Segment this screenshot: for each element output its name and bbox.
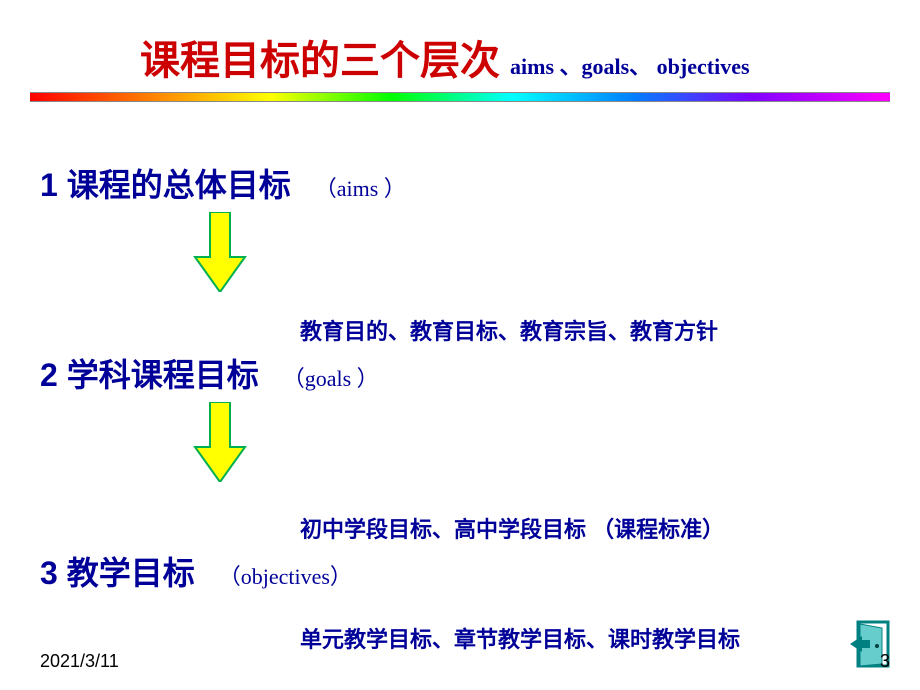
item-1-label: 1 课程的总体目标: [40, 160, 291, 206]
title-sub: aims 、goals、 objectives: [510, 49, 750, 81]
item-2-row: 2 学科课程目标 （goals ）: [40, 350, 880, 396]
item-1-paren: （aims ）: [315, 171, 406, 203]
content-area: 1 课程的总体目标 （aims ） 教育目的、教育目标、教育宗旨、教育方针 2 …: [40, 160, 880, 654]
footer-page: 3: [880, 651, 890, 672]
item-3-row: 3 教学目标 （objectives）: [40, 548, 880, 594]
item-3-desc: 单元教学目标、章节教学目标、课时教学目标: [300, 622, 880, 654]
exit-door-icon[interactable]: [848, 618, 900, 670]
item-2-label: 2 学科课程目标: [40, 350, 259, 396]
item-2-desc: 初中学段目标、高中学段目标 （课程标准）: [300, 512, 880, 544]
down-arrow-icon: [190, 402, 250, 482]
down-arrow-icon: [190, 212, 250, 292]
item-1-desc: 教育目的、教育目标、教育宗旨、教育方针: [300, 314, 880, 346]
item-3-paren: （objectives）: [219, 559, 352, 591]
item-2-paren: （goals ）: [283, 361, 379, 393]
item-3-label: 3 教学目标: [40, 548, 195, 594]
title-row: 课程目标的三个层次 aims 、goals、 objectives: [0, 0, 920, 86]
footer-date: 2021/3/11: [40, 651, 119, 672]
title-main: 课程目标的三个层次: [140, 28, 500, 86]
item-1-row: 1 课程的总体目标 （aims ）: [40, 160, 880, 206]
rainbow-divider: [30, 92, 890, 102]
slide: 课程目标的三个层次 aims 、goals、 objectives 1 课程的总…: [0, 0, 920, 690]
